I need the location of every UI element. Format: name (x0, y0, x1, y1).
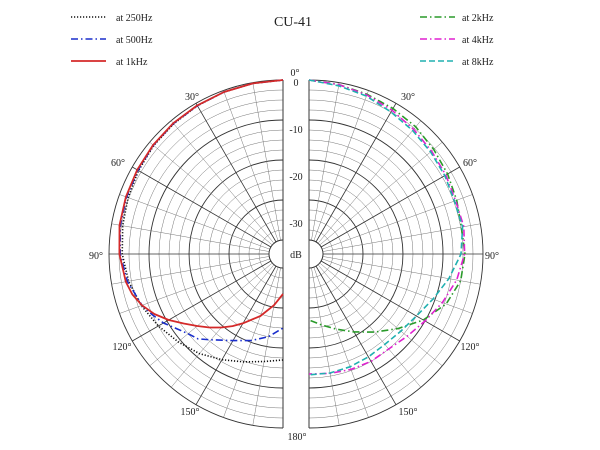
grid-spoke (322, 258, 473, 314)
grid-spoke (252, 82, 281, 241)
angle-label-90-right: 90° (485, 251, 499, 262)
angle-label-120-left: 120° (113, 342, 132, 353)
label-backing (286, 218, 306, 229)
series-curves (118, 79, 466, 376)
grid-spoke (319, 262, 443, 367)
angle-label-180: 180° (288, 432, 307, 443)
angle-label-0: 0° (291, 68, 300, 79)
grid-spoke (311, 267, 340, 426)
angle-label-60-left: 60° (111, 158, 125, 169)
radial-tick-0: 0 (294, 78, 299, 89)
angle-label-120-right: 120° (461, 342, 480, 353)
grid-spoke (119, 258, 270, 314)
grid-spoke (317, 120, 422, 244)
label-backing (286, 77, 306, 88)
grid-spoke (149, 262, 273, 367)
grid-spoke (170, 120, 275, 244)
legend-label-2khz: at 2kHz (462, 13, 494, 24)
grid-spoke (315, 103, 397, 243)
angle-label-150-left: 150° (181, 407, 200, 418)
legend-label-500hz: at 500Hz (116, 35, 153, 46)
legend: at 250Hz at 500Hz at 1kHz at 2kHz at 4kH… (71, 13, 494, 68)
grid-spoke (315, 265, 397, 405)
grid-spoke (132, 166, 272, 248)
series-curve-at-1khz (118, 79, 284, 329)
grid-spoke (317, 264, 422, 388)
radial-tick-20: -20 (289, 172, 302, 183)
grid-spoke (252, 267, 281, 426)
grid-spoke (320, 166, 460, 248)
grid-spoke (223, 90, 279, 241)
legend-label-8khz: at 8kHz (462, 57, 494, 68)
grid-spoke (320, 260, 460, 342)
grid-spoke (170, 264, 275, 388)
grid-spoke (322, 194, 473, 250)
grid-spoke (322, 223, 481, 252)
center-db-label: dB (290, 250, 302, 261)
grid-spoke (195, 103, 277, 243)
grid-spoke (132, 260, 272, 342)
series-curve-at-8khz (308, 79, 464, 376)
grid-spoke (322, 256, 481, 285)
grid-inner-ring (308, 239, 324, 269)
radial-tick-30: -30 (289, 219, 302, 230)
grid-spoke (195, 265, 277, 405)
grid-spoke (313, 267, 369, 418)
series-curve-at-4khz (308, 79, 466, 375)
angle-label-30-right: 30° (401, 92, 415, 103)
label-backing (286, 249, 306, 260)
grid-spoke (149, 141, 273, 246)
grid-spoke (311, 82, 340, 241)
label-backing (286, 171, 306, 182)
grid-spoke (313, 90, 369, 241)
chart-title: CU-41 (274, 15, 312, 30)
grid-spoke (111, 256, 270, 285)
radial-tick-10: -10 (289, 125, 302, 136)
grid-spoke (111, 223, 270, 252)
angle-label-150-right: 150° (399, 407, 418, 418)
angle-label-30-left: 30° (185, 92, 199, 103)
angle-label-90-left: 90° (89, 251, 103, 262)
grid-spoke (223, 267, 279, 418)
legend-label-250hz: at 250Hz (116, 13, 153, 24)
legend-label-4khz: at 4kHz (462, 35, 494, 46)
angle-label-60-right: 60° (463, 158, 477, 169)
legend-label-1khz: at 1kHz (116, 57, 148, 68)
series-curve-at-2khz (308, 79, 466, 333)
axis-labels: 0° 30° 30° 60° 60° 90° 90° 120° 120° 150… (89, 15, 499, 443)
grid-inner-ring (268, 239, 284, 269)
label-backing (286, 124, 306, 135)
grid-spoke (119, 194, 270, 250)
grid-spoke (319, 141, 443, 246)
